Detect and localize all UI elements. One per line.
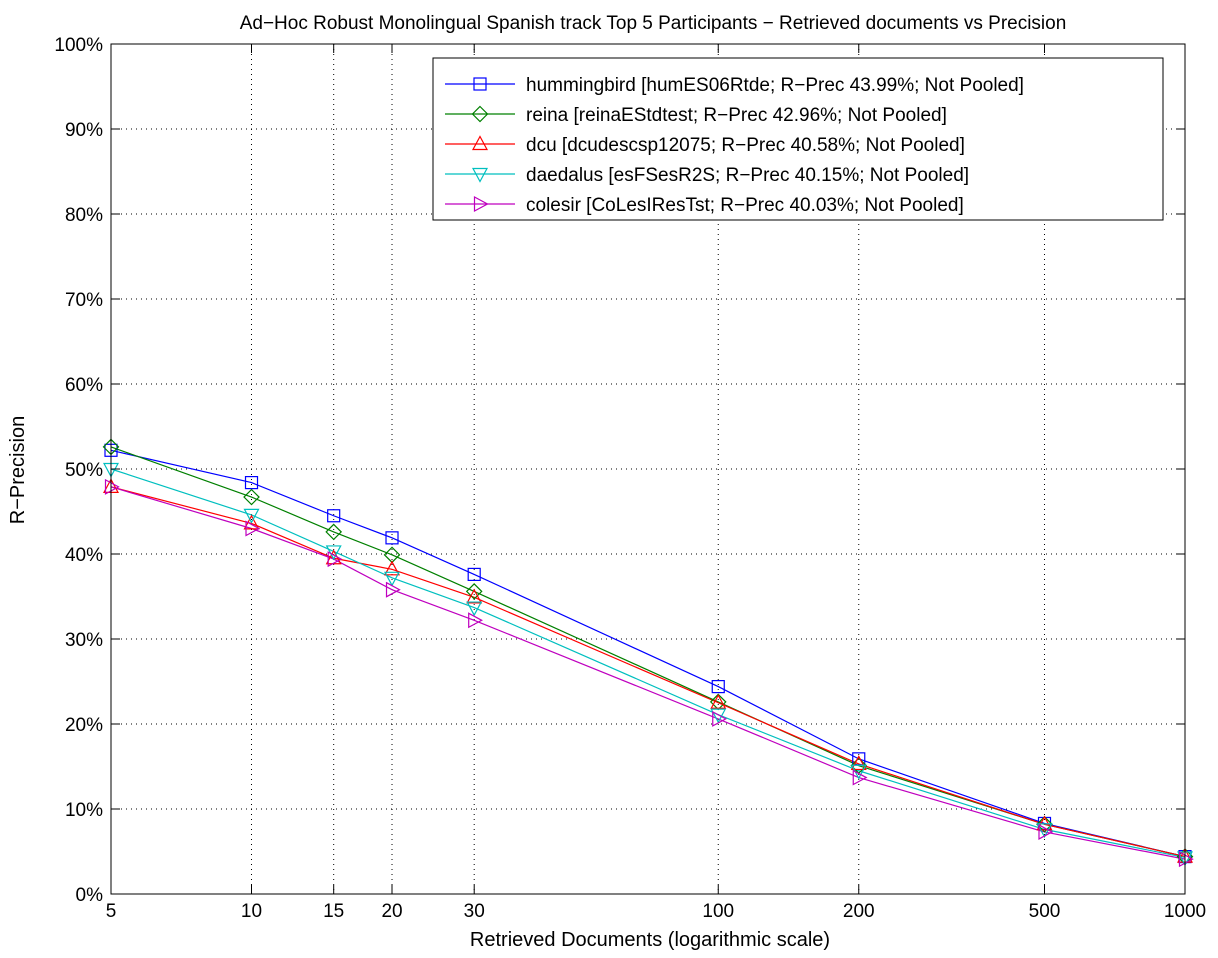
legend-box [432, 57, 1164, 221]
legend: hummingbird [humES06Rtde; R−Prec 43.99%;… [432, 57, 1164, 221]
series-lines [110, 446, 1186, 860]
y-axis-label: R−Precision [7, 416, 29, 524]
data-point-3-2 [325, 545, 342, 561]
legend-marker-4 [473, 195, 489, 213]
y-tick-label: 30% [65, 630, 103, 651]
y-tick-label: 20% [65, 715, 103, 736]
x-tick-label: 200 [843, 901, 875, 922]
y-tick-label: 100% [54, 35, 103, 56]
legend-marker-1 [471, 105, 489, 123]
chart-title: Ad−Hoc Robust Monolingual Spanish track … [240, 13, 1067, 34]
data-point-0-2 [327, 509, 341, 523]
axis-ticks [110, 43, 1186, 895]
data-point-4-0 [104, 478, 120, 495]
y-tick-label: 70% [65, 290, 103, 311]
x-tick-label: 500 [1029, 901, 1061, 922]
series-line-3 [110, 468, 1186, 859]
data-point-2-4 [466, 588, 483, 604]
data-point-0-4 [467, 567, 481, 582]
data-point-4-2 [327, 551, 343, 568]
series-line-0 [110, 449, 1186, 858]
data-point-1-4 [465, 583, 483, 600]
data-point-4-7 [1038, 823, 1054, 840]
y-tick-label: 80% [65, 205, 103, 226]
grid-lines [111, 44, 1185, 894]
data-point-4-1 [245, 520, 261, 537]
data-point-2-7 [1036, 815, 1053, 831]
y-tick-label: 10% [65, 800, 103, 821]
data-point-0-1 [244, 476, 259, 490]
data-point-1-7 [1036, 815, 1053, 833]
data-point-0-5 [711, 679, 725, 694]
x-tick-label: 20 [381, 901, 402, 922]
data-point-4-8 [1178, 851, 1194, 868]
x-tick-label: 1000 [1164, 901, 1206, 922]
series-markers [102, 438, 1194, 868]
legend-marker-3 [471, 167, 489, 183]
data-point-3-4 [466, 601, 483, 617]
data-point-4-6 [852, 769, 868, 786]
data-point-1-1 [243, 488, 260, 506]
y-tick-label: 90% [65, 120, 103, 141]
series-line-4 [110, 486, 1186, 860]
legend-label-4: colesir [CoLesIResTst; R−Prec 40.03%; No… [526, 195, 964, 216]
x-axis-label: Retrieved Documents (logarithmic scale) [470, 929, 830, 951]
data-point-4-3 [385, 581, 401, 598]
x-tick-label: 5 [106, 901, 117, 922]
x-tick-label: 30 [464, 901, 485, 922]
x-tick-label: 10 [241, 901, 262, 922]
legend-label-1: reina [reinaEStdtest; R−Prec 42.96%; Not… [526, 105, 947, 126]
data-point-4-5 [712, 710, 728, 727]
y-axis-tick-labels: 0% 10% 20% 30% 40% 50% 60% 70% 80% 90% 100% [54, 35, 103, 906]
y-tick-label: 40% [65, 545, 103, 566]
data-point-3-5 [710, 708, 727, 724]
data-point-2-3 [384, 560, 401, 576]
legend-label-2: dcu [dcudescsp12075; R−Prec 40.58%; Not … [526, 135, 965, 156]
x-axis-tick-labels: 5 10 15 20 30 100 200 500 1000 [106, 901, 1206, 922]
data-point-2-6 [850, 755, 867, 771]
y-tick-label: 50% [65, 460, 103, 481]
legend-marker-0 [473, 77, 487, 91]
y-tick-label: 0% [76, 885, 104, 906]
data-point-1-2 [325, 523, 343, 541]
data-point-2-5 [710, 693, 727, 709]
data-point-0-3 [385, 531, 399, 545]
legend-label-0: hummingbird [humES06Rtde; R−Prec 43.99%;… [526, 75, 1024, 96]
legend-marker-2 [471, 135, 489, 151]
x-tick-label: 100 [702, 901, 734, 922]
legend-label-3: daedalus [esFSesR2S; R−Prec 40.15%; Not … [526, 165, 969, 186]
data-point-3-3 [384, 571, 401, 587]
series-line-2 [110, 486, 1186, 858]
data-point-3-1 [243, 508, 260, 524]
data-point-4-4 [468, 612, 483, 629]
x-tick-label: 15 [323, 901, 344, 922]
y-tick-label: 60% [65, 375, 103, 396]
